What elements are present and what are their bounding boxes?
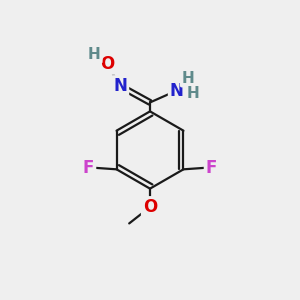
Text: O: O <box>100 55 114 73</box>
Text: H: H <box>182 70 194 86</box>
Text: N: N <box>170 82 184 100</box>
Text: F: F <box>206 159 217 177</box>
Text: N: N <box>113 77 127 95</box>
Text: H: H <box>187 86 200 101</box>
Text: H: H <box>88 47 101 62</box>
Text: methoxy: methoxy <box>124 227 131 229</box>
Text: O: O <box>143 198 157 216</box>
Text: F: F <box>83 159 94 177</box>
